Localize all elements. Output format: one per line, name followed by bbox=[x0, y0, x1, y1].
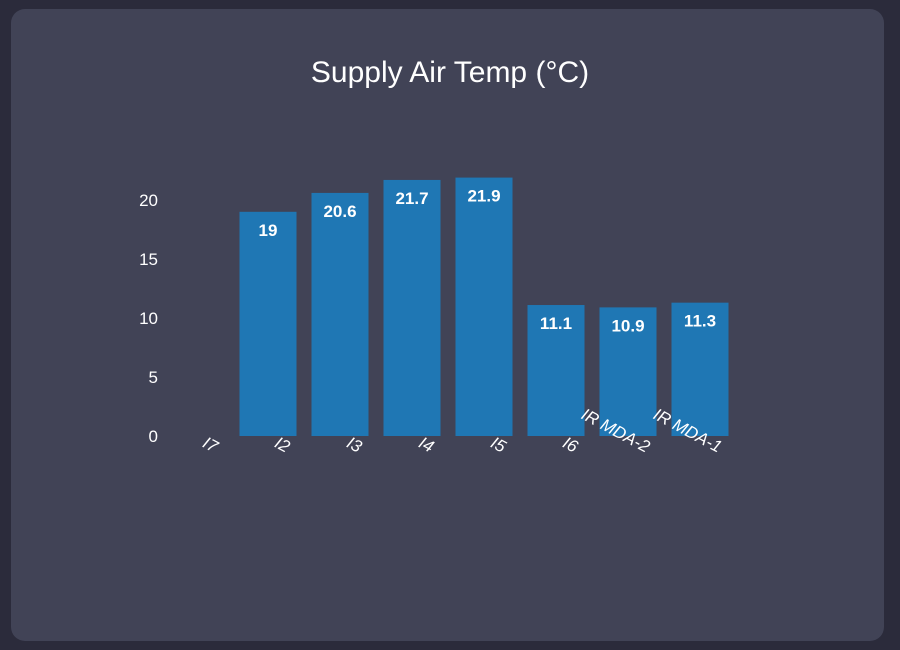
y-tick-label: 10 bbox=[139, 309, 158, 328]
data-label: 11.3 bbox=[684, 312, 716, 331]
x-tick-label: I7 bbox=[200, 433, 222, 457]
x-tick-label: I2 bbox=[272, 433, 294, 457]
data-label: 19 bbox=[259, 221, 278, 240]
y-tick-label: 0 bbox=[149, 427, 158, 446]
x-tick-label: I5 bbox=[488, 433, 510, 457]
data-label: 20.6 bbox=[323, 202, 356, 221]
data-label: 11.1 bbox=[540, 314, 572, 333]
chart-title: Supply Air Temp (°C) bbox=[310, 56, 590, 89]
x-tick-label: I3 bbox=[344, 433, 366, 457]
data-label: 21.9 bbox=[467, 187, 500, 206]
x-tick-label: I4 bbox=[416, 433, 437, 456]
bar bbox=[383, 179, 441, 436]
y-tick-label: 5 bbox=[149, 368, 158, 387]
bar bbox=[671, 302, 729, 436]
data-label: 21.7 bbox=[395, 189, 428, 208]
chart-card bbox=[11, 9, 884, 641]
bar bbox=[311, 192, 369, 436]
bar bbox=[527, 305, 585, 436]
bar bbox=[599, 307, 657, 436]
bar bbox=[455, 177, 513, 436]
y-tick-label: 20 bbox=[139, 191, 158, 210]
bar bbox=[239, 211, 297, 436]
data-label: 10.9 bbox=[611, 316, 644, 335]
y-tick-label: 15 bbox=[139, 250, 158, 269]
x-tick-label: I6 bbox=[560, 433, 582, 457]
